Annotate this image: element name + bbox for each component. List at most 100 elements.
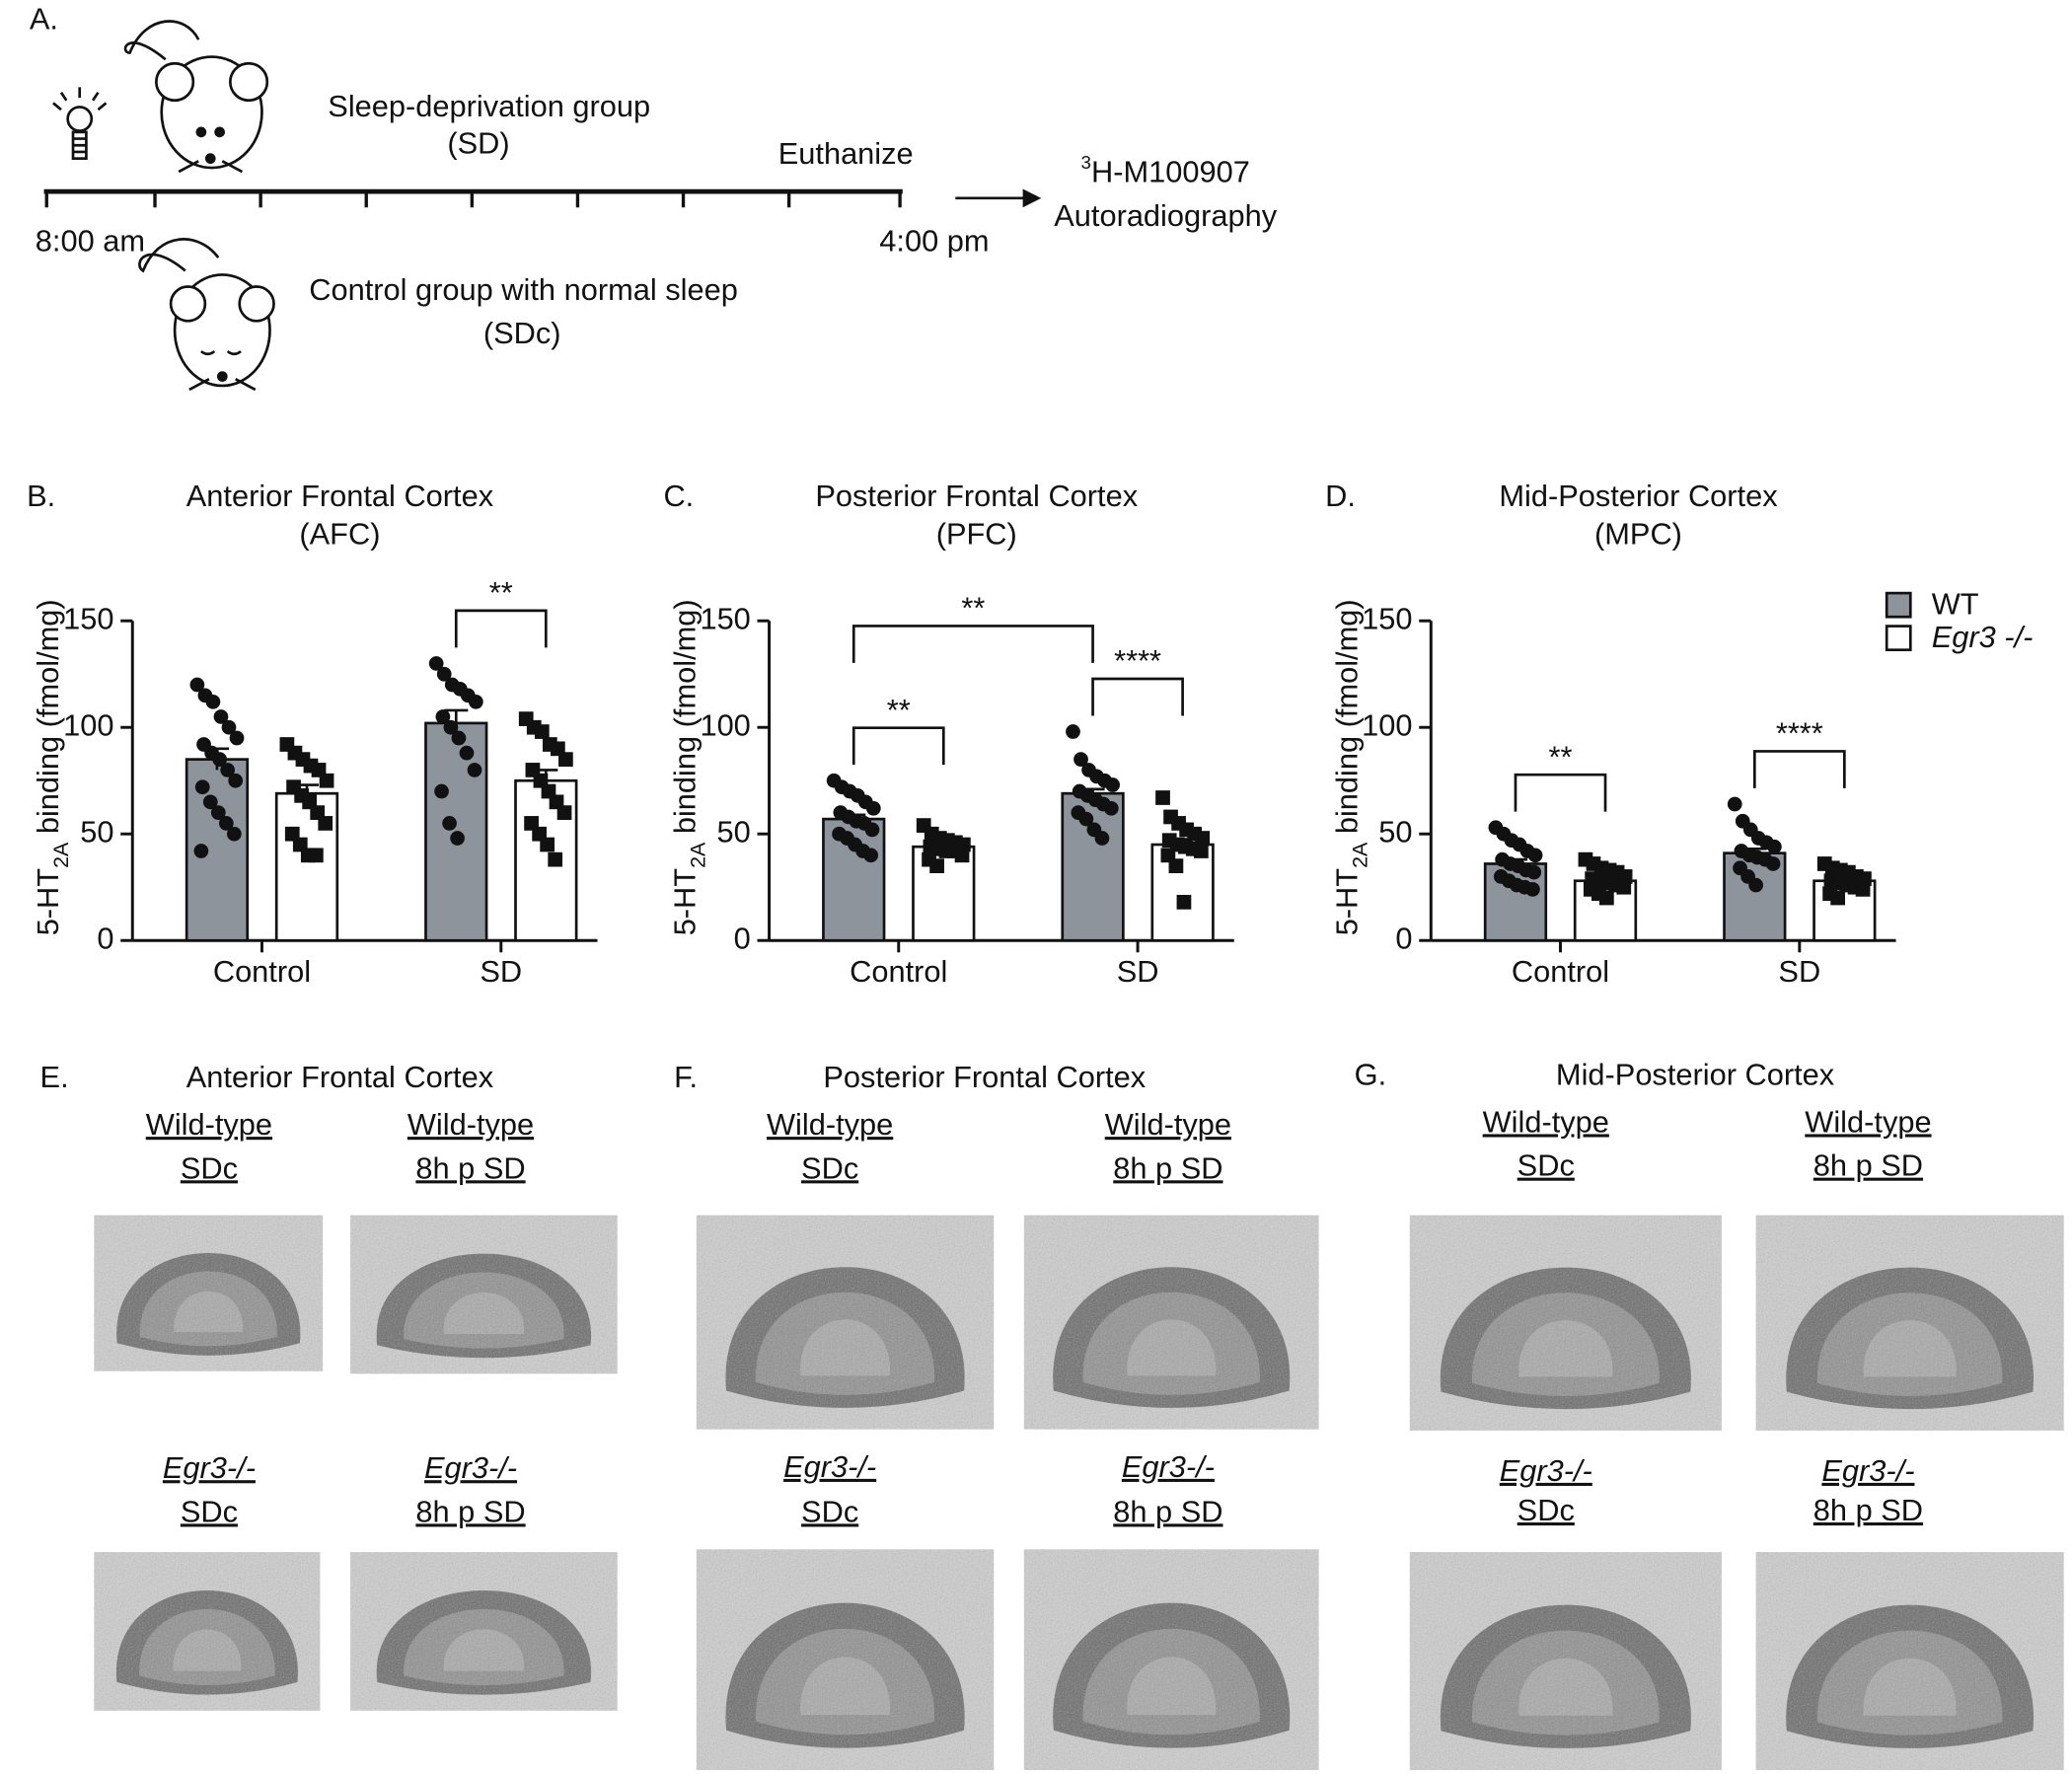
- data-point: [864, 822, 880, 838]
- data-point: [1168, 858, 1184, 873]
- y-tick-label: 100: [1362, 707, 1412, 742]
- data-point: [459, 745, 475, 761]
- data-point: [451, 730, 467, 746]
- image-noise: [1409, 1552, 1722, 1770]
- autoradiograph: [696, 1549, 995, 1770]
- bar-chart: C. Posterior Frontal Cortex (PFC) 5-HT2A bi…: [663, 479, 1234, 989]
- data-point: [540, 837, 555, 852]
- chart-subtitle: (AFC): [299, 517, 380, 552]
- data-point: [1767, 839, 1782, 854]
- data-point: [213, 709, 229, 724]
- autoradiograph: [1409, 1215, 1722, 1431]
- data-point: [534, 724, 550, 739]
- significance-bracket: [454, 609, 548, 648]
- data-point: [1527, 848, 1543, 863]
- arrow-head: [1022, 188, 1042, 208]
- data-point: [212, 752, 227, 767]
- image-caption: Wild-type: [146, 1107, 272, 1142]
- panel-label: C.: [663, 479, 694, 513]
- image-panel: G. Mid-Posterior Cortex Wild-type SDc Wild-t…: [1355, 1057, 2064, 1770]
- data-point: [450, 831, 465, 846]
- significance-label: **: [887, 693, 911, 727]
- image-caption: Wild-type: [1483, 1104, 1609, 1139]
- data-point: [548, 851, 563, 867]
- image-caption: Wild-type: [407, 1107, 534, 1142]
- data-point: [1103, 800, 1119, 816]
- data-point: [929, 858, 944, 873]
- autoradiograph: [350, 1215, 618, 1374]
- data-point: [1105, 777, 1121, 792]
- image-caption: Wild-type: [1105, 1107, 1231, 1142]
- panel-label: F.: [674, 1060, 698, 1094]
- x-tick-label: SD: [1117, 954, 1159, 989]
- data-point: [1765, 856, 1781, 871]
- data-point: [205, 694, 221, 709]
- bar: [274, 791, 339, 942]
- panel-label: E.: [40, 1060, 69, 1094]
- x-tick-label: SD: [480, 954, 522, 989]
- end-time: 4:00 pm: [879, 223, 989, 258]
- image-caption: SDc: [1517, 1493, 1575, 1527]
- legend-label: Egr3 -/-: [1932, 620, 2034, 654]
- image-noise: [1755, 1215, 2064, 1431]
- panel-label: A.: [30, 2, 58, 37]
- panel-a: A. Sleep-deprivation group (SD) Euthaniz…: [30, 2, 1278, 392]
- data-point: [556, 805, 572, 820]
- significance-label: **: [489, 575, 513, 610]
- image-panel: F. Posterior Frontal Cortex Wild-type SDc Wi…: [674, 1060, 1319, 1770]
- autoradiograph: [696, 1215, 995, 1430]
- data-point: [308, 848, 324, 863]
- image-noise: [350, 1215, 618, 1374]
- data-point: [229, 730, 245, 746]
- data-point: [1078, 811, 1094, 827]
- significance-bracket: [851, 726, 945, 766]
- y-tick-label: 150: [1362, 601, 1412, 635]
- euthanize: Euthanize: [778, 136, 914, 171]
- data-point: [228, 773, 244, 788]
- image-caption: 8h p SD: [1813, 1493, 1923, 1527]
- data-point: [319, 773, 334, 788]
- autoradiograph: [94, 1215, 324, 1371]
- panel-label: G.: [1355, 1057, 1387, 1091]
- data-point: [1830, 890, 1846, 906]
- image-noise: [1755, 1552, 2064, 1770]
- data-point: [194, 779, 210, 795]
- x-tick-label: Control: [1512, 954, 1609, 989]
- data-point: [443, 719, 459, 735]
- data-point: [1066, 724, 1080, 739]
- y-title-sub: 2A: [1348, 842, 1371, 868]
- y-title-sub: 2A: [686, 842, 709, 868]
- image-noise: [350, 1552, 618, 1711]
- image-caption: 8h p SD: [1113, 1494, 1222, 1528]
- data-point: [202, 794, 218, 810]
- significance-bracket: [1091, 677, 1184, 716]
- sd-abbr: (SD): [447, 125, 509, 160]
- autoradiograph: [1755, 1215, 2064, 1431]
- data-point: [435, 709, 451, 724]
- y-title-part: binding (fmol/mg): [31, 599, 65, 842]
- y-tick-label: 0: [734, 921, 751, 955]
- data-point: [558, 752, 573, 767]
- y-tick-label: 0: [1395, 921, 1412, 955]
- y-title-part: binding (fmol/mg): [668, 599, 703, 842]
- image-caption: 8h p SD: [1813, 1148, 1923, 1183]
- image-caption: SDc: [181, 1150, 238, 1185]
- image-noise: [696, 1549, 995, 1770]
- data-point: [863, 848, 879, 863]
- y-tick-label: 150: [63, 601, 113, 635]
- y-title-part: 5-HT: [668, 868, 703, 936]
- compound: H-M100907: [1091, 155, 1250, 189]
- data-point: [220, 763, 236, 777]
- image-caption: SDc: [1517, 1148, 1575, 1183]
- chart-subtitle: (PFC): [936, 517, 1017, 552]
- image-caption: Egr3-/-: [1821, 1453, 1914, 1488]
- panel-title: Posterior Frontal Cortex: [823, 1060, 1146, 1094]
- image-caption: 8h p SD: [1113, 1150, 1222, 1185]
- image-caption: 8h p SD: [415, 1494, 525, 1528]
- data-point: [1748, 877, 1764, 893]
- x-tick-label: SD: [1778, 954, 1820, 989]
- autoradiograph: [1023, 1215, 1319, 1430]
- image-caption: Egr3-/-: [163, 1450, 256, 1485]
- data-point: [1855, 882, 1871, 897]
